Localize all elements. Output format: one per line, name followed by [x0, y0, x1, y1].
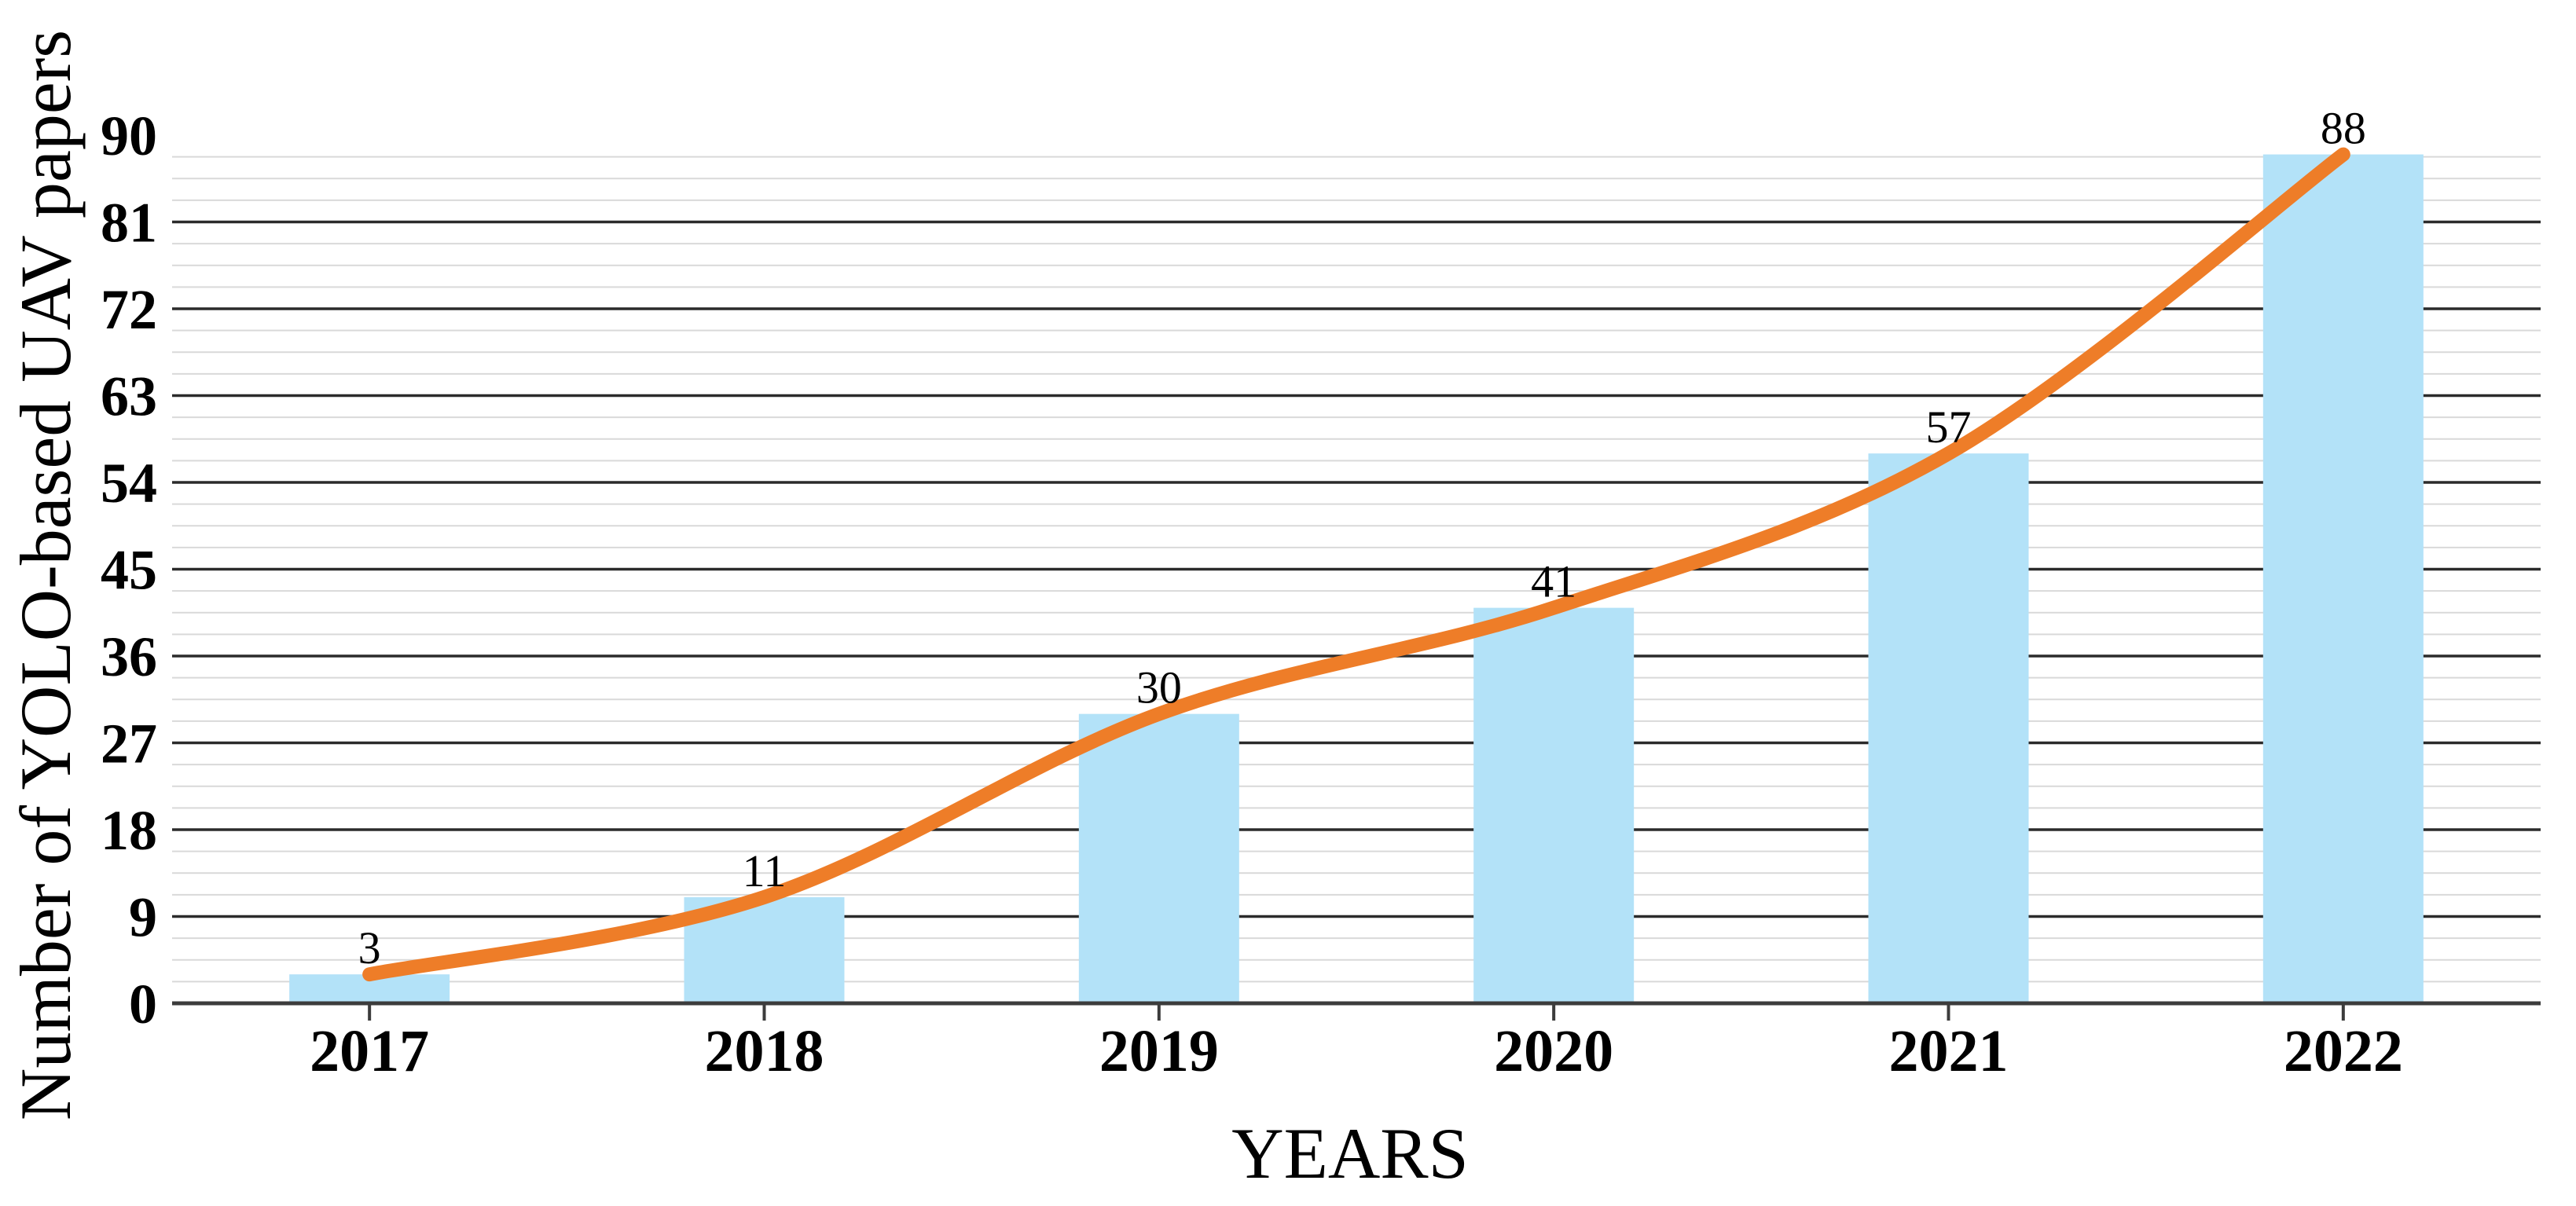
trend-line	[362, 147, 2350, 982]
y-tick-label: 63	[101, 365, 157, 428]
x-tick-label: 2022	[2284, 1018, 2403, 1084]
data-label: 3	[358, 922, 381, 973]
y-tick-label: 81	[101, 192, 157, 255]
data-label: 11	[743, 845, 787, 896]
bar-2022	[2262, 154, 2424, 1004]
bar-2020	[1473, 607, 1635, 1003]
data-label: 41	[1531, 556, 1576, 607]
y-axis-title: Number of YOLO-based UAV papers	[6, 29, 86, 1121]
y-tick-label: 0	[129, 973, 157, 1036]
y-tick-label: 54	[101, 452, 157, 515]
x-tick-label: 2018	[705, 1018, 824, 1084]
y-tick-label: 72	[101, 278, 157, 341]
x-tick-label: 2021	[1889, 1018, 2009, 1084]
x-tick-label: 2019	[1099, 1018, 1219, 1084]
y-tick-label: 45	[101, 539, 157, 602]
bar-2019	[1078, 713, 1239, 1003]
y-tick-label: 18	[101, 799, 157, 862]
y-tick-label: 9	[129, 886, 157, 949]
x-axis-title: YEARS	[1231, 1113, 1469, 1193]
data-label: 30	[1136, 662, 1182, 713]
y-tick-label: 36	[101, 625, 157, 688]
x-tick-label: 2020	[1494, 1018, 1613, 1084]
y-tick-label: 90	[101, 104, 157, 167]
x-tick-label: 2017	[310, 1018, 429, 1084]
y-tick-label: 27	[101, 713, 157, 775]
data-label: 88	[2321, 103, 2366, 154]
data-label: 57	[1926, 401, 1972, 453]
bar-2021	[1868, 453, 2029, 1003]
